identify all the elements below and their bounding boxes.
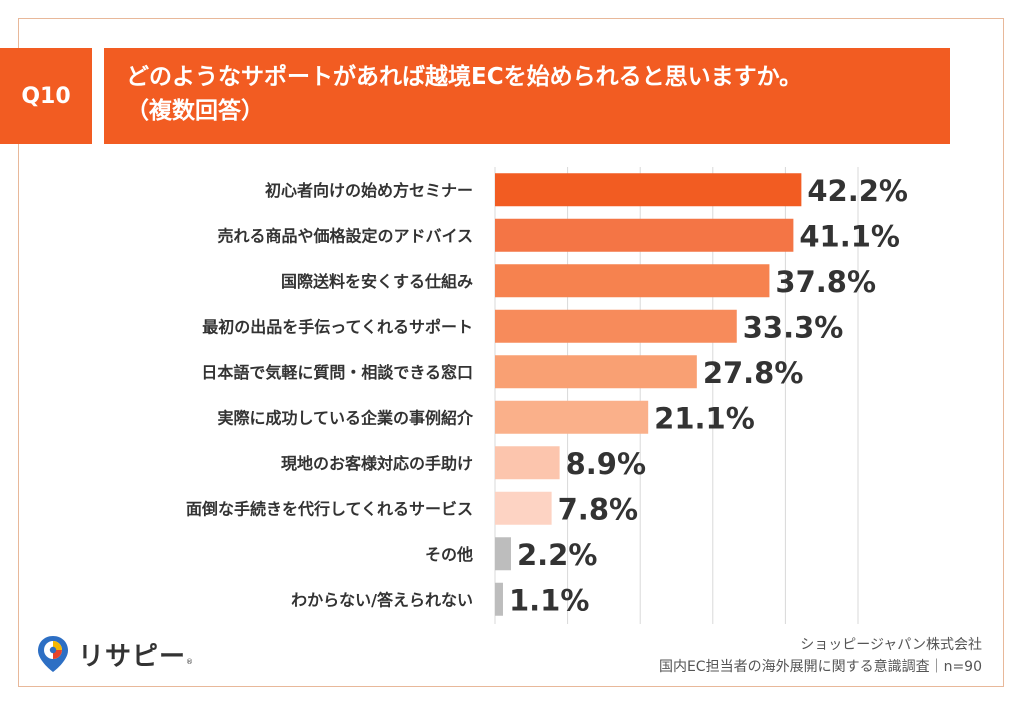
category-label: わからない/答えられない	[291, 590, 473, 609]
category-label: 売れる商品や価格設定のアドバイス	[217, 226, 473, 245]
category-label: 実際に成功している企業の事例紹介	[217, 408, 474, 427]
question-title-line1: どのようなサポートがあれば越境ECを始められると思いますか。	[126, 64, 803, 90]
bar	[495, 537, 511, 571]
value-label: 2.2%	[517, 538, 597, 572]
bar	[495, 173, 802, 207]
question-title-line2: （複数回答）	[126, 98, 264, 124]
pin-icon	[38, 636, 68, 672]
bar	[495, 446, 560, 480]
source-note: ショッピージャパン株式会社 国内EC担当者の海外展開に関する意識調査｜n=90	[659, 634, 982, 678]
bar	[495, 218, 794, 252]
question-title: どのようなサポートがあれば越境ECを始められると思いますか。 （複数回答）	[104, 48, 950, 144]
risapy-logo: リサピー ®	[36, 634, 193, 674]
value-label: 8.9%	[566, 447, 646, 481]
value-label: 42.2%	[807, 174, 908, 208]
value-label: 1.1%	[509, 583, 589, 617]
logo-registered-mark: ®	[186, 658, 194, 666]
logo-text: リサピー	[78, 641, 187, 672]
bar	[495, 582, 503, 616]
value-label: 41.1%	[799, 219, 900, 253]
value-label: 21.1%	[654, 401, 755, 435]
value-label: 33.3%	[743, 310, 844, 344]
category-label: 面倒な手続きを代行してくれるサービス	[186, 499, 473, 518]
category-label: 国際送料を安くする仕組み	[281, 272, 473, 291]
source-company: ショッピージャパン株式会社	[800, 637, 982, 653]
value-label: 7.8%	[558, 492, 638, 526]
category-label: 最初の出品を手伝ってくれるサポート	[202, 317, 473, 336]
bar	[495, 400, 649, 434]
question-number: Q10	[0, 48, 92, 144]
value-label: 27.8%	[703, 356, 804, 390]
bar	[495, 264, 770, 298]
category-label: 初心者向けの始め方セミナー	[265, 181, 473, 200]
bar	[495, 491, 552, 525]
category-label: その他	[425, 545, 473, 564]
bar	[495, 309, 737, 343]
outer-frame	[18, 18, 1004, 687]
category-label: 現地のお客様対応の手助け	[281, 454, 473, 473]
source-survey: 国内EC担当者の海外展開に関する意識調査｜n=90	[658, 659, 982, 675]
value-label: 37.8%	[775, 265, 876, 299]
bar	[495, 355, 697, 389]
category-label: 日本語で気軽に質問・相談できる窓口	[201, 363, 473, 382]
